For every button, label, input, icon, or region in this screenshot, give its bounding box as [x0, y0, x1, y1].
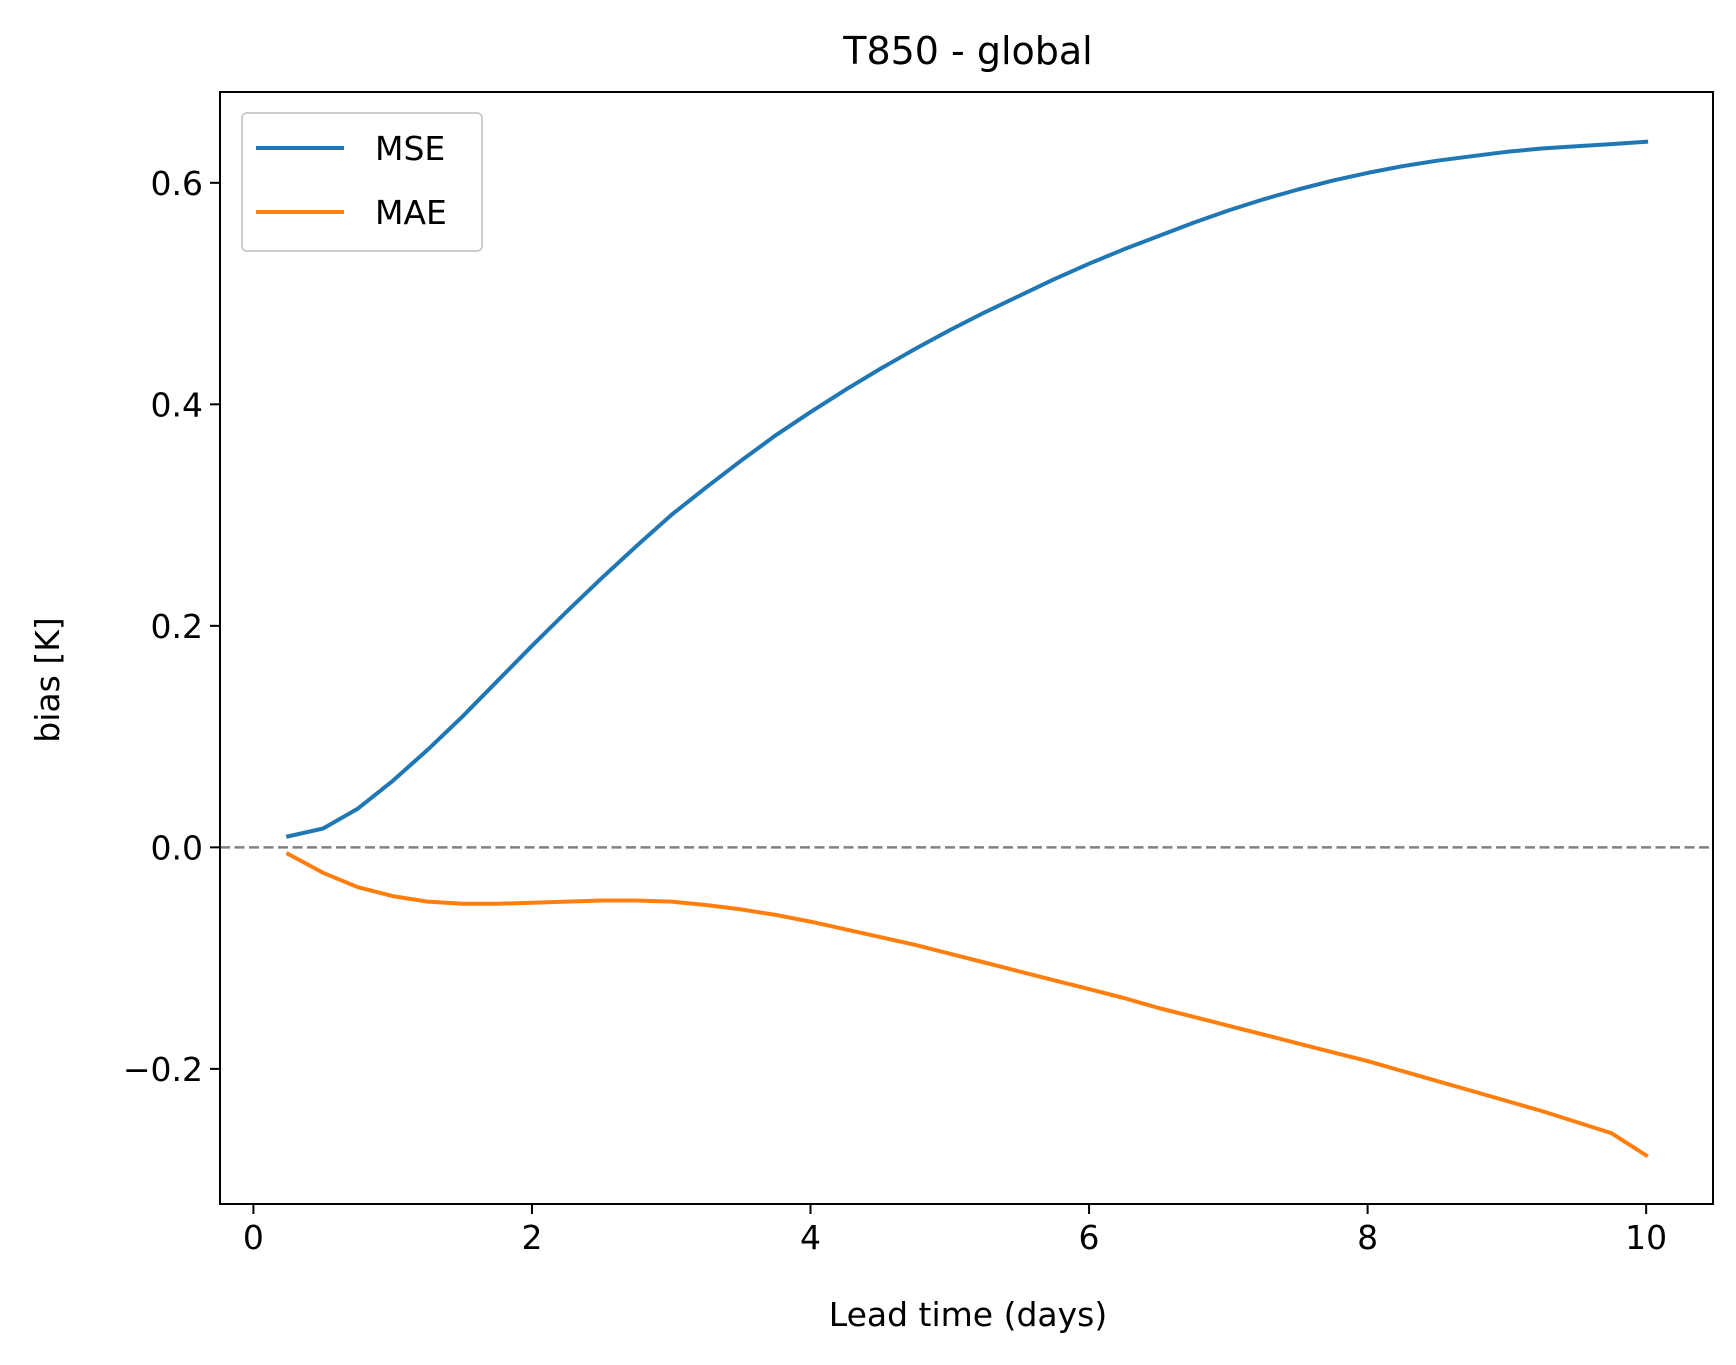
chart-title: T850 - global: [842, 29, 1093, 73]
axes-frame: [219, 91, 1714, 1205]
y-tick-label: 0.6: [151, 164, 203, 203]
legend-label-mae: MAE: [375, 193, 447, 232]
x-tick-label: 6: [1079, 1218, 1100, 1257]
y-tick-label: 0.4: [151, 385, 203, 424]
y-tick-label: 0.2: [151, 607, 203, 646]
series-line-mae: [285, 851, 1649, 1159]
x-axis-label: Lead time (days): [829, 1295, 1107, 1334]
legend: MSE MAE: [241, 112, 483, 252]
series-line-mse: [285, 139, 1649, 839]
legend-label-mse: MSE: [375, 129, 445, 168]
x-tick-label: 0: [243, 1218, 264, 1257]
x-tick-label: 10: [1625, 1218, 1667, 1257]
x-tick-label: 8: [1357, 1218, 1378, 1257]
x-tick-label: 2: [521, 1218, 542, 1257]
y-tick-label: 0.0: [151, 828, 203, 867]
x-tick-label: 4: [800, 1218, 821, 1257]
y-axis-label: bias [K]: [28, 617, 67, 742]
y-tick-label: −0.2: [123, 1050, 203, 1089]
plot-area: 0 2 4 6 8 10 −0.2 0.0 0.2 0.4 0.6 MSE MAE: [123, 91, 1714, 1257]
